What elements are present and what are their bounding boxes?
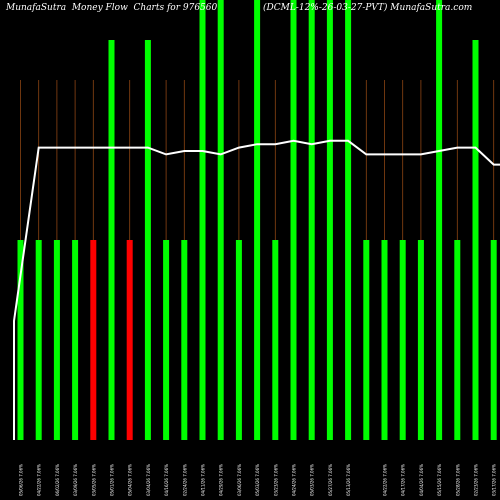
bar [199,0,206,440]
x-tick-label: 05/03/26 7.06% [255,464,260,496]
bar [490,240,497,440]
bar [72,240,79,440]
bar [235,240,242,440]
bar [436,0,443,440]
bar [272,240,279,440]
x-tick-labels: 05/06/26 7.06% 04/22/26 7.06% 06/02/26 7.0… [19,464,497,496]
bar [163,240,170,440]
x-tick-label: 05/06/26 7.06% [19,464,24,496]
x-tick-label: 03/17/26 7.06% [492,464,497,496]
bar [181,240,188,440]
money-flow-line [13,139,500,440]
x-tick-label: 06/02/26 7.06% [55,464,60,496]
x-tick-label: 04/22/26 7.06% [37,464,42,496]
x-tick-label: 04/24/26 7.06% [292,464,297,496]
bar [17,240,24,440]
bar [454,240,461,440]
bars [17,0,497,440]
chart-title-left: MunafaSutra Money Flow Charts for 976560 [6,3,218,13]
x-tick-label: 04/29/26 7.06% [219,464,224,496]
bar [53,240,60,440]
bar [417,240,424,440]
bar [381,240,388,440]
x-tick-label: 03/06/26 7.06% [237,464,242,496]
bar [254,0,261,440]
x-tick-label: 05/27/26 7.06% [328,464,333,496]
bar [35,240,42,440]
x-tick-label: 04/17/26 7.06% [401,464,406,496]
x-tick-label: 05/15/26 7.06% [437,464,442,496]
bar [144,40,151,440]
x-tick-label: 02/23/26 7.06% [474,464,479,496]
bar [217,0,224,440]
x-tick-label: 03/09/26 7.06% [73,464,78,496]
x-tick-label: 05/13/26 7.06% [346,464,351,496]
bar [290,0,297,440]
bar [363,240,370,440]
x-tick-label: 05/04/26 7.06% [128,464,133,496]
x-tick-label: 03/04/26 7.06% [146,464,151,496]
x-tick-label: 05/03/26 7.06% [310,464,315,496]
bar [399,240,406,440]
bar [326,0,333,440]
x-tick-label: 04/22/26 7.06% [383,464,388,496]
x-tick-label: 05/28/26 7.06% [455,464,460,496]
x-tick-label: 04/04/26 7.06% [419,464,424,496]
chart-title-right: (DCML-12%-26-03-27-PVT) MunafaSutra.com [263,3,473,13]
x-tick-label: 04/16/26 7.06% [164,464,169,496]
x-tick-label: 03/05/26 7.06% [91,464,96,496]
bar [472,40,479,440]
chart-title: MunafaSutra Money Flow Charts for 976560… [6,3,472,13]
x-tick-label: 05/01/26 7.06% [110,464,115,496]
x-tick-label: 02/24/26 7.06% [182,464,187,496]
bar [126,240,133,440]
bar [308,0,315,440]
x-tick-label: 04/11/26 7.06% [201,464,206,496]
bar [345,0,352,440]
x-tick-label: 03/23/26 7.06% [273,464,278,496]
bar [90,240,97,440]
bar [108,40,115,440]
